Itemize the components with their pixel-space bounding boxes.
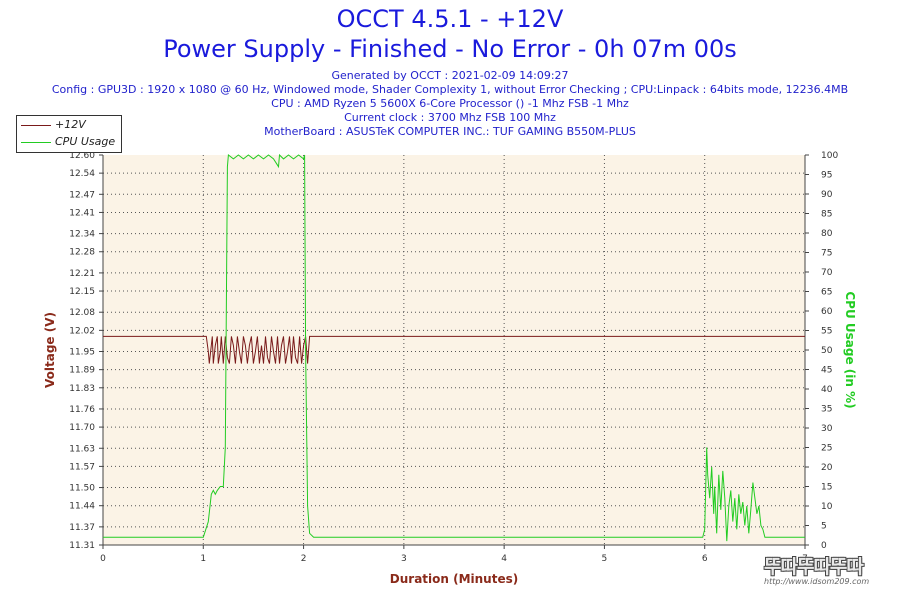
y-left-axis-label: Voltage (V) xyxy=(43,312,57,388)
x-tick-label: 2 xyxy=(301,554,307,564)
info-config: Config : GPU3D : 1920 x 1080 @ 60 Hz, Wi… xyxy=(51,83,849,96)
y-right-tick-label: 50 xyxy=(821,346,833,356)
y-right-tick-label: 15 xyxy=(821,483,832,493)
y-left-tick-label: 11.57 xyxy=(69,462,95,472)
x-tick-label: 0 xyxy=(100,554,106,564)
watermark-logo-text: 뚜따뚜따뚜따 xyxy=(764,556,864,578)
chart-subtitle: Power Supply - Finished - No Error - 0h … xyxy=(163,35,737,63)
y-right-tick-label: 70 xyxy=(821,268,833,278)
y-right-tick-label: 75 xyxy=(821,249,832,259)
watermark-logo: 뚜따뚜따뚜따 http://www.idsom209.com xyxy=(764,552,890,594)
y-left-tick-label: 11.89 xyxy=(69,366,95,376)
chart-title: OCCT 4.5.1 - +12V xyxy=(336,5,564,33)
x-tick-label: 5 xyxy=(602,554,608,564)
y-left-tick-label: 12.28 xyxy=(69,248,95,258)
info-clock: Current clock : 3700 Mhz FSB 100 Mhz xyxy=(344,111,556,124)
y-right-tick-label: 45 xyxy=(821,366,832,376)
y-left-tick-label: 12.34 xyxy=(69,230,95,240)
y-right-tick-label: 35 xyxy=(821,405,832,415)
info-motherboard: MotherBoard : ASUSTeK COMPUTER INC.: TUF… xyxy=(264,125,636,138)
x-tick-label: 4 xyxy=(501,554,507,564)
y-left-tick-label: 12.15 xyxy=(69,287,95,297)
y-left-tick-label: 11.95 xyxy=(69,348,95,358)
series-line-cpu-usage xyxy=(103,153,805,542)
y-right-tick-label: 10 xyxy=(821,502,833,512)
x-tick-label: 7 xyxy=(802,554,808,564)
y-right-tick-label: 20 xyxy=(821,463,833,473)
info-cpu: CPU : AMD Ryzen 5 5600X 6-Core Processor… xyxy=(271,97,629,110)
y-right-tick-label: 95 xyxy=(821,171,832,181)
x-axis-label: Duration (Minutes) xyxy=(390,572,518,586)
y-left-tick-label: 12.21 xyxy=(69,269,95,279)
y-left-tick-label: 12.47 xyxy=(69,190,95,200)
y-left-tick-label: 11.50 xyxy=(69,484,95,494)
y-right-tick-label: 55 xyxy=(821,327,832,337)
y-right-tick-label: 30 xyxy=(821,424,833,434)
y-left-tick-label: 12.08 xyxy=(69,308,95,318)
legend-label-cpu-usage: CPU Usage xyxy=(55,135,116,148)
y-right-tick-label: 85 xyxy=(821,210,832,220)
y-left-tick-label: 11.83 xyxy=(69,384,95,394)
y-right-tick-label: 25 xyxy=(821,444,832,454)
series-line-12v xyxy=(103,335,805,364)
legend-item-12v: +12V xyxy=(17,118,121,132)
x-tick-label: 6 xyxy=(702,554,708,564)
y-left-tick-label: 11.76 xyxy=(69,405,95,415)
y-left-tick-label: 12.60 xyxy=(69,151,95,161)
legend-label-12v: +12V xyxy=(55,118,86,131)
y-left-tick-label: 11.44 xyxy=(69,502,95,512)
y-left-tick-label: 11.31 xyxy=(69,541,95,551)
legend-swatch-12v xyxy=(21,125,51,126)
info-generated: Generated by OCCT : 2021-02-09 14:09:27 xyxy=(331,69,569,82)
y-right-tick-label: 80 xyxy=(821,229,833,239)
x-tick-label: 1 xyxy=(200,554,206,564)
legend: +12V CPU Usage xyxy=(16,115,122,153)
legend-item-cpu-usage: CPU Usage xyxy=(17,135,121,149)
y-right-tick-label: 0 xyxy=(821,541,827,551)
y-left-tick-label: 12.54 xyxy=(69,169,95,179)
y-left-tick-label: 11.37 xyxy=(69,523,95,533)
y-right-tick-label: 90 xyxy=(821,190,833,200)
watermark-url: http://www.idsom209.com xyxy=(764,577,870,586)
y-left-tick-label: 11.70 xyxy=(69,423,95,433)
y-right-axis-label: CPU Usage (in %) xyxy=(843,291,857,408)
y-right-tick-label: 5 xyxy=(821,522,827,532)
y-left-tick-label: 12.41 xyxy=(69,208,95,218)
x-tick-label: 3 xyxy=(401,554,407,564)
y-left-tick-label: 11.63 xyxy=(69,444,95,454)
y-right-tick-label: 100 xyxy=(821,151,838,161)
legend-swatch-cpu-usage xyxy=(21,142,51,143)
y-right-tick-label: 40 xyxy=(821,385,833,395)
y-left-tick-label: 12.02 xyxy=(69,326,95,336)
y-right-tick-label: 60 xyxy=(821,307,833,317)
y-right-tick-label: 65 xyxy=(821,288,832,298)
